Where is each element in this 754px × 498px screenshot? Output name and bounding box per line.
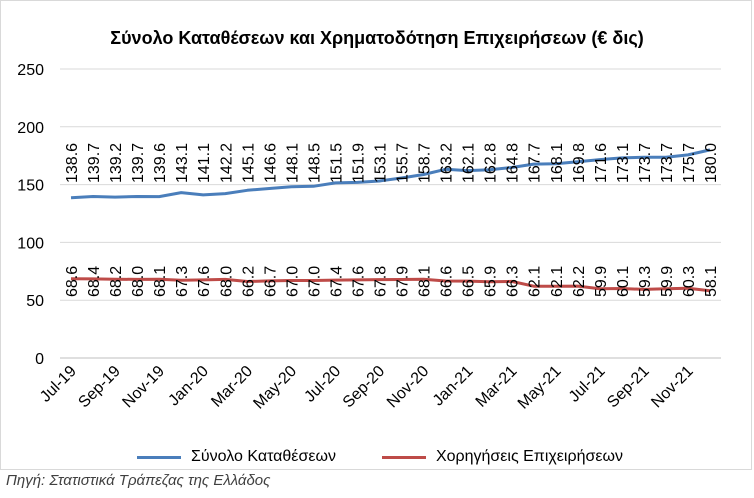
- series-line-deposits: [70, 148, 711, 200]
- data-label: 155.7: [395, 143, 412, 183]
- legend-label-business-loans: Χορηγήσεις Επιχειρήσεων: [435, 448, 623, 465]
- data-label: 59.3: [637, 266, 654, 297]
- data-label: 58.1: [703, 266, 720, 297]
- legend-label-deposits: Σύνολο Καταθέσεων: [191, 448, 336, 465]
- data-label: 145.1: [240, 143, 257, 183]
- x-tick-label: Sep-19: [75, 363, 124, 412]
- data-label: 164.8: [505, 143, 522, 183]
- data-label: 151.9: [350, 143, 367, 183]
- data-label: 68.0: [130, 266, 147, 297]
- data-label: 167.7: [527, 143, 544, 183]
- data-label: 142.2: [218, 143, 235, 183]
- x-tick-label: Jan-21: [430, 363, 477, 410]
- y-tick-label: 200: [17, 120, 44, 137]
- data-label: 65.9: [483, 266, 500, 297]
- data-label: 66.3: [505, 266, 522, 297]
- data-label: 68.0: [218, 266, 235, 297]
- data-label: 141.1: [196, 143, 213, 183]
- x-tick-label: Jul-21: [566, 363, 609, 406]
- data-label: 158.7: [417, 143, 434, 183]
- data-label: 173.7: [659, 143, 676, 183]
- data-label: 180.0: [703, 143, 720, 183]
- data-label: 59.9: [593, 266, 610, 297]
- legend-swatch-business-loans: [381, 455, 426, 459]
- data-label: 148.1: [284, 143, 301, 183]
- data-label: 66.2: [240, 266, 257, 297]
- data-label: 67.0: [306, 266, 323, 297]
- series-line-business-loans: [70, 277, 711, 293]
- data-label: 62.1: [527, 266, 544, 297]
- data-label: 173.7: [637, 143, 654, 183]
- data-label: 162.8: [483, 143, 500, 183]
- data-label: 168.1: [549, 143, 566, 183]
- x-tick-label: Jul-19: [37, 363, 80, 406]
- data-label: 148.5: [306, 143, 323, 183]
- y-tick-label: 100: [17, 235, 44, 252]
- data-label: 162.1: [461, 143, 478, 183]
- data-label: 173.1: [615, 143, 632, 183]
- x-tick-label: May-21: [515, 363, 565, 413]
- data-label: 60.1: [615, 266, 632, 297]
- y-tick-label: 50: [26, 293, 44, 310]
- x-tick-label: Jan-20: [165, 363, 212, 410]
- data-label: 68.1: [417, 266, 434, 297]
- y-tick-label: 150: [17, 178, 44, 195]
- data-label: 67.9: [395, 266, 412, 297]
- y-tick-label: 250: [17, 62, 44, 79]
- x-tick-label: Jul-20: [301, 363, 344, 406]
- x-tick-label: Sep-20: [340, 363, 389, 412]
- legend-item-business-loans: Χορηγήσεις Επιχειρήσεων: [381, 448, 623, 466]
- data-label: 139.6: [152, 143, 169, 183]
- x-tick-label: May-20: [250, 363, 300, 413]
- data-label: 67.6: [350, 266, 367, 297]
- data-label: 169.8: [571, 143, 588, 183]
- data-label: 67.4: [328, 266, 345, 297]
- data-label: 67.8: [372, 266, 389, 297]
- data-label: 151.5: [328, 143, 345, 183]
- x-tick-label: Nov-21: [648, 363, 697, 412]
- x-tick-label: Mar-20: [208, 363, 256, 411]
- data-label: 68.4: [86, 266, 103, 297]
- data-label: 163.2: [439, 143, 456, 183]
- data-label: 68.2: [108, 266, 125, 297]
- data-label: 66.6: [439, 266, 456, 297]
- data-label: 66.7: [262, 266, 279, 297]
- data-label: 139.7: [130, 143, 147, 183]
- data-label: 62.2: [571, 266, 588, 297]
- data-label: 171.6: [593, 143, 610, 183]
- data-label: 67.6: [196, 266, 213, 297]
- legend-swatch-deposits: [137, 455, 181, 459]
- data-label: 59.9: [659, 266, 676, 297]
- data-label: 66.5: [461, 266, 478, 297]
- x-tick-label: Sep-21: [604, 363, 653, 412]
- legend: Σύνολο Καταθέσεων Χορηγήσεις Επιχειρήσεω…: [60, 445, 700, 469]
- data-label: 153.1: [372, 143, 389, 183]
- data-label: 67.3: [174, 266, 191, 297]
- data-label: 146.6: [262, 143, 279, 183]
- x-tick-label: Nov-20: [384, 363, 433, 412]
- source-note: Πηγή: Στατιστικά Τράπεζας της Ελλάδος: [6, 472, 271, 489]
- data-label: 67.0: [284, 266, 301, 297]
- x-tick-label: Mar-21: [473, 363, 521, 411]
- data-label: 139.2: [108, 143, 125, 183]
- y-tick-label: 0: [35, 351, 44, 368]
- line-chart: 050100150200250Jul-19Sep-19Nov-19Jan-20M…: [17, 62, 721, 413]
- data-label: 68.6: [64, 266, 81, 297]
- chart-title: Σύνολο Καταθέσεων και Χρηματοδότηση Επιχ…: [110, 28, 644, 48]
- data-label: 139.7: [86, 143, 103, 183]
- data-label: 62.1: [549, 266, 566, 297]
- data-label: 175.7: [681, 143, 698, 183]
- chart-frame: [0, 0, 752, 470]
- x-tick-label: Nov-19: [119, 363, 168, 412]
- data-label: 68.1: [152, 266, 169, 297]
- data-label: 143.1: [174, 143, 191, 183]
- data-label: 138.6: [64, 143, 81, 183]
- data-label: 60.3: [681, 266, 698, 297]
- legend-item-deposits: Σύνολο Καταθέσεων: [137, 448, 336, 466]
